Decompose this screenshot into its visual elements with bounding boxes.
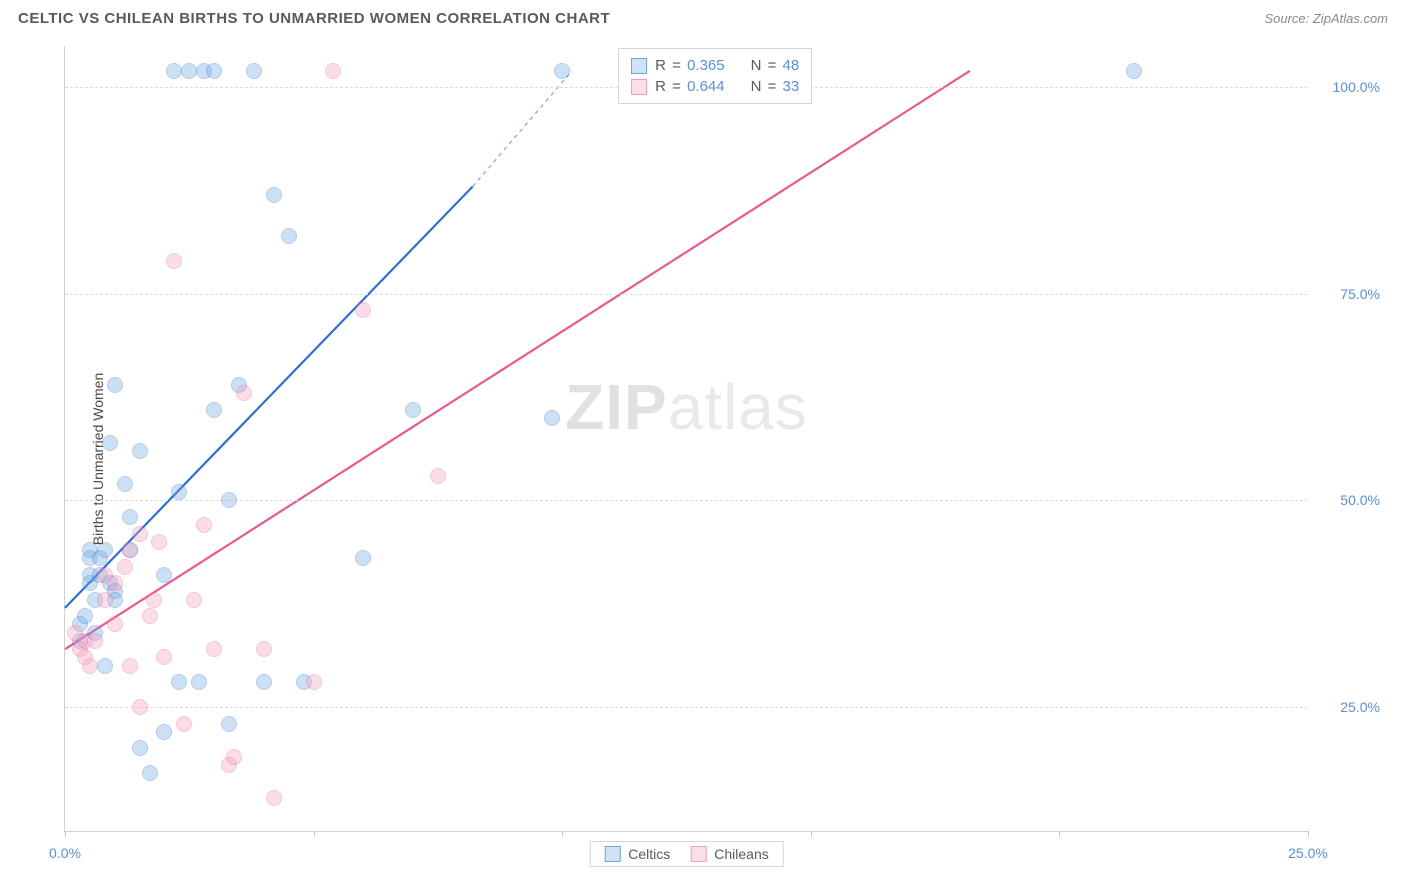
x-tick-mark [65, 831, 66, 837]
scatter-point [97, 592, 113, 608]
scatter-point [191, 674, 207, 690]
scatter-point [181, 63, 197, 79]
x-tick-label: 25.0% [1288, 845, 1328, 861]
scatter-point [176, 716, 192, 732]
scatter-point [156, 724, 172, 740]
scatter-point [221, 492, 237, 508]
legend-swatch [631, 79, 647, 95]
scatter-point [156, 567, 172, 583]
scatter-point [132, 443, 148, 459]
trend-line [65, 71, 970, 649]
scatter-point [77, 608, 93, 624]
scatter-point [206, 641, 222, 657]
stat-n-label: N = 48 [751, 57, 800, 74]
chart-title: CELTIC VS CHILEAN BIRTHS TO UNMARRIED WO… [18, 10, 610, 27]
stat-n-label: N = 33 [751, 78, 800, 95]
gridline-h [65, 707, 1308, 708]
chart-container: Births to Unmarried Women ZIPatlas 25.0%… [18, 38, 1388, 880]
scatter-point [142, 608, 158, 624]
scatter-point [236, 385, 252, 401]
scatter-point [117, 476, 133, 492]
legend-bottom: Celtics Chileans [589, 841, 784, 867]
scatter-point [325, 63, 341, 79]
y-tick-label: 50.0% [1340, 492, 1380, 508]
scatter-point [97, 658, 113, 674]
x-tick-mark [1308, 831, 1309, 837]
stats-row: R = 0.365 N = 48 [631, 55, 799, 76]
header: CELTIC VS CHILEAN BIRTHS TO UNMARRIED WO… [0, 0, 1406, 31]
scatter-point [107, 575, 123, 591]
scatter-point [256, 641, 272, 657]
x-tick-mark [811, 831, 812, 837]
scatter-point [166, 63, 182, 79]
gridline-h [65, 500, 1308, 501]
scatter-point [122, 658, 138, 674]
scatter-point [97, 542, 113, 558]
legend-item: Celtics [604, 846, 670, 862]
scatter-point [266, 790, 282, 806]
y-tick-label: 25.0% [1340, 699, 1380, 715]
legend-swatch [690, 846, 706, 862]
watermark: ZIPatlas [565, 370, 808, 444]
watermark-bold: ZIP [565, 371, 668, 443]
scatter-point [107, 616, 123, 632]
scatter-point [1126, 63, 1142, 79]
scatter-point [166, 253, 182, 269]
stats-box: R = 0.365 N = 48 R = 0.644 N = 33 [618, 48, 812, 104]
scatter-point [544, 410, 560, 426]
legend-swatch [604, 846, 620, 862]
scatter-point [554, 63, 570, 79]
scatter-point [206, 402, 222, 418]
scatter-point [122, 509, 138, 525]
stats-row: R = 0.644 N = 33 [631, 76, 799, 97]
scatter-point [102, 435, 118, 451]
legend-label: Chileans [714, 846, 768, 862]
stat-r-label: R = 0.644 [655, 78, 724, 95]
scatter-point [122, 542, 138, 558]
scatter-point [221, 716, 237, 732]
scatter-point [430, 468, 446, 484]
scatter-point [186, 592, 202, 608]
scatter-point [107, 377, 123, 393]
legend-swatch [631, 58, 647, 74]
scatter-point [405, 402, 421, 418]
x-tick-mark [1059, 831, 1060, 837]
scatter-point [87, 633, 103, 649]
scatter-point [266, 187, 282, 203]
plot-area: ZIPatlas 25.0%50.0%75.0%100.0%0.0%25.0%R… [64, 46, 1308, 832]
x-tick-label: 0.0% [49, 845, 81, 861]
scatter-point [146, 592, 162, 608]
scatter-point [142, 765, 158, 781]
scatter-point [281, 228, 297, 244]
scatter-point [132, 699, 148, 715]
trend-lines [65, 46, 1308, 831]
scatter-point [156, 649, 172, 665]
legend-label: Celtics [628, 846, 670, 862]
scatter-point [171, 674, 187, 690]
stat-r-label: R = 0.365 [655, 57, 724, 74]
source-label: Source: ZipAtlas.com [1264, 11, 1388, 26]
legend-item: Chileans [690, 846, 768, 862]
y-tick-label: 100.0% [1333, 79, 1380, 95]
x-tick-mark [314, 831, 315, 837]
scatter-point [82, 658, 98, 674]
scatter-point [355, 302, 371, 318]
x-tick-mark [562, 831, 563, 837]
scatter-point [196, 517, 212, 533]
scatter-point [132, 526, 148, 542]
scatter-point [246, 63, 262, 79]
scatter-point [256, 674, 272, 690]
scatter-point [151, 534, 167, 550]
scatter-point [355, 550, 371, 566]
watermark-rest: atlas [668, 371, 808, 443]
scatter-point [117, 559, 133, 575]
gridline-h [65, 294, 1308, 295]
scatter-point [306, 674, 322, 690]
scatter-point [226, 749, 242, 765]
scatter-point [206, 63, 222, 79]
y-tick-label: 75.0% [1340, 286, 1380, 302]
scatter-point [132, 740, 148, 756]
scatter-point [171, 484, 187, 500]
